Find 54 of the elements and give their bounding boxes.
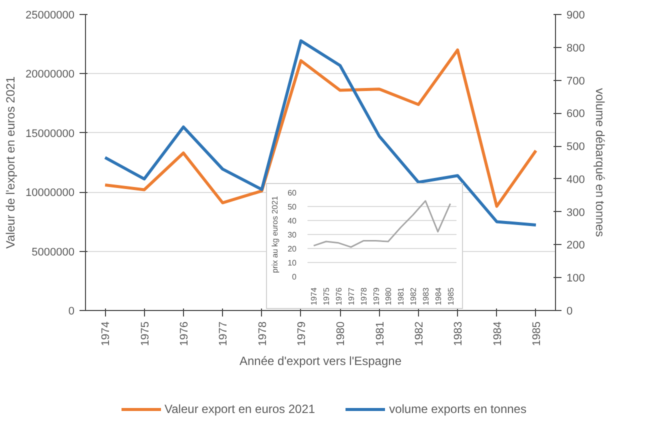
y-tick-label: 5000000	[32, 246, 75, 258]
y-tick-label: 20000000	[26, 68, 75, 81]
y2-tick-label: 900	[566, 10, 585, 22]
x-tick-label: 1974	[310, 286, 319, 306]
x-tick-label: 1977	[346, 286, 356, 306]
x-tick-label: 1976	[334, 286, 344, 306]
x-tick-label: 1975	[322, 286, 332, 306]
x-tick-label: 1984	[434, 286, 443, 306]
x-tick-label: 1976	[178, 321, 190, 346]
y-tick-label: 30	[288, 230, 298, 240]
y-tick-label: 0	[68, 306, 75, 318]
x-tick-label: 1982	[413, 321, 426, 346]
y2-tick-label: 200	[566, 240, 585, 252]
legend-label: volume exports en tonnes	[389, 402, 526, 416]
x-tick-label: 1974	[100, 321, 112, 346]
y-tick-label: 10000000	[26, 187, 75, 200]
x-tick-label: 1978	[359, 286, 368, 306]
x-tick-label: 1983	[421, 286, 430, 306]
y-axis-title: prix au kg euros 2021	[270, 195, 280, 273]
x-tick-label: 1979	[372, 286, 381, 306]
x-tick-label: 1980	[384, 286, 394, 306]
y2-tick-label: 300	[566, 206, 585, 219]
y2-tick-label: 700	[566, 75, 585, 88]
x-tick-label: 1975	[139, 321, 152, 346]
y2-tick-label: 400	[566, 174, 585, 186]
y-tick-label: 60	[288, 188, 298, 198]
y-tick-label: 15000000	[26, 128, 75, 140]
y-tick-label: 50	[288, 202, 298, 212]
x-axis-title: Année d'export vers l'Espagne	[239, 354, 402, 368]
y2-tick-label: 100	[566, 272, 585, 285]
y-tick-label: 0	[292, 272, 298, 282]
x-tick-label: 1977	[218, 321, 230, 346]
y2-tick-label: 800	[566, 42, 585, 54]
x-tick-label: 1985	[446, 286, 456, 306]
x-tick-label: 1980	[335, 321, 348, 346]
y2-tick-label: 0	[566, 306, 573, 318]
y2-axis-title: volume débarqué en tonnes	[592, 88, 607, 237]
y-tick-label: 25000000	[26, 10, 75, 22]
y2-tick-label: 500	[566, 141, 585, 154]
x-tick-label: 1981	[374, 321, 386, 346]
y-tick-label: 20	[288, 244, 298, 254]
y-axis-title: Valeur de l'export en euros 2021	[4, 76, 18, 249]
x-tick-label: 1985	[530, 321, 543, 346]
y-tick-label: 10	[288, 258, 298, 268]
y-tick-label: 40	[288, 216, 298, 226]
x-tick-label: 1979	[296, 321, 308, 346]
x-tick-label: 1978	[256, 321, 269, 346]
y2-tick-label: 600	[566, 108, 585, 120]
line-series	[312, 200, 452, 248]
x-tick-label: 1982	[409, 286, 418, 306]
x-tick-label: 1981	[396, 286, 406, 306]
x-tick-label: 1983	[452, 321, 465, 346]
x-tick-label: 1984	[492, 321, 504, 346]
legend-label: Valeur export en euros 2021	[164, 402, 316, 416]
